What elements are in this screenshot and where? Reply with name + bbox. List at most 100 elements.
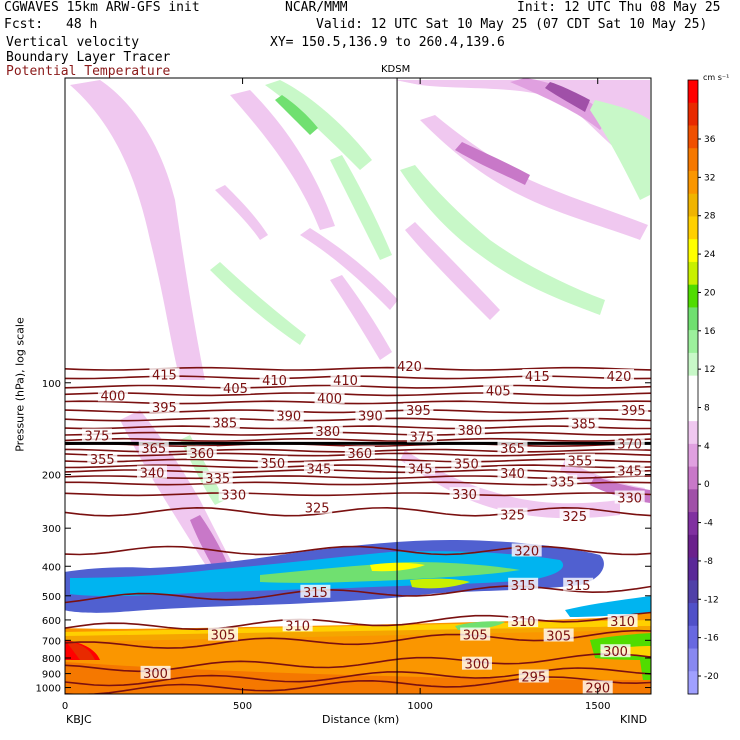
theta-label-bg: [81, 428, 112, 442]
theta-label-bg: [140, 665, 171, 679]
theta-label: 290: [585, 682, 610, 697]
y-tick-label: 600: [42, 616, 61, 627]
theta-label-bg: [508, 577, 539, 591]
theta-label: 330: [221, 489, 246, 504]
x-tick-label: 1000: [407, 701, 432, 712]
colorbar-swatch: [688, 80, 698, 104]
y-tick-label: 500: [42, 592, 61, 603]
theta-label: 400: [317, 392, 342, 407]
theta-label: 315: [303, 586, 328, 601]
theta-label-bg: [547, 474, 578, 488]
theta-contour-355: [65, 458, 651, 463]
theta-label-bg: [564, 453, 595, 467]
potential-temperature-labels: 415 410 410 420 415 420 400 405 400 405 395 390 390 3…: [81, 358, 649, 697]
init-time: Init: 12 UTC Thu 08 May 25: [517, 0, 721, 15]
colorbar-label: 20: [704, 288, 716, 298]
colorbar-swatch: [688, 102, 698, 126]
y-tick-label: 900: [42, 670, 61, 681]
y-axis-title: Pressure (hPa), log scale: [13, 317, 27, 452]
theta-label-bg: [614, 436, 645, 450]
y-tick-label: 300: [42, 524, 61, 535]
colorbar-unit: cm s⁻¹: [703, 73, 730, 82]
theta-contour-295: [65, 667, 651, 687]
theta-label: 405: [486, 384, 511, 399]
theta-label: 415: [525, 370, 550, 385]
model-name: CGWAVES 15km ARW-GFS init: [4, 0, 200, 15]
theta-label-bg: [149, 399, 180, 413]
theta-label: 350: [454, 457, 479, 472]
theta-contour-385: [65, 425, 651, 430]
colorbar-swatch: [688, 489, 698, 513]
theta-label-bg: [607, 614, 638, 628]
theta-label-bg: [403, 403, 434, 417]
theta-label-bg: [314, 390, 345, 404]
colorbar-swatch: [688, 466, 698, 490]
colorbar-swatch: [688, 671, 698, 695]
theta-label-bg: [344, 446, 375, 460]
colorbar-swatch: [688, 512, 698, 536]
theta-label-bg: [497, 441, 528, 455]
colorbar-label: 8: [704, 404, 710, 414]
theta-label: 395: [152, 401, 177, 416]
theta-label-bg: [449, 487, 480, 501]
theta-label: 360: [189, 447, 214, 462]
theta-label: 310: [285, 619, 310, 634]
theta-label: 410: [333, 374, 358, 389]
theta-label: 335: [205, 472, 230, 487]
theta-label-bg: [218, 487, 249, 501]
theta-label: 360: [347, 447, 372, 462]
y-tick-label: 700: [42, 636, 61, 647]
theta-contour-315: [65, 585, 651, 604]
colorbar-label: 32: [704, 173, 715, 183]
organization: NCAR/MMM: [285, 0, 348, 15]
theta-label-bg: [300, 584, 331, 598]
theta-contour-320: [65, 545, 651, 556]
theta-label: 345: [617, 464, 642, 479]
theta-label: 345: [408, 462, 433, 477]
colorbar-swatch: [688, 193, 698, 217]
colorbar-swatch: [688, 307, 698, 331]
theta-label-bg: [282, 618, 313, 632]
theta-label: 330: [617, 492, 642, 507]
colorbar-swatch: [688, 261, 698, 286]
theta-contour-380: [65, 431, 651, 436]
colorbar-label: -16: [704, 634, 719, 644]
colorbar-swatch: [688, 170, 698, 195]
x-tick-label: 500: [233, 701, 252, 712]
colorbar-swatch: [688, 557, 698, 581]
colorbar-swatch: [688, 352, 698, 377]
theta-label-bg: [508, 614, 539, 628]
plot-frame: [64, 77, 652, 695]
theta-label: 330: [452, 488, 477, 503]
colorbar-swatch: [688, 239, 698, 263]
colorbar-swatch: [688, 284, 698, 308]
colorbar-label: 0: [704, 480, 710, 490]
theta-label: 415: [152, 369, 177, 384]
theta-label: 310: [610, 615, 635, 630]
theta-label-bg: [355, 408, 386, 422]
theta-label-bg: [568, 416, 599, 430]
theta-label-bg: [186, 446, 217, 460]
theta-label: 325: [562, 510, 587, 525]
colorbar-label: 24: [704, 250, 716, 260]
theta-label-bg: [522, 368, 553, 382]
theta-label-bg: [614, 463, 645, 477]
theta-label: 325: [305, 502, 330, 517]
colorbar-swatch: [688, 125, 698, 149]
theta-label-bg: [149, 367, 180, 381]
colorbar-swatch: [688, 534, 698, 559]
y-axis-ticks: 100 200 300 400 500 600 700 800 900 1000: [36, 379, 651, 695]
colorbar-label: 36: [704, 135, 716, 145]
theta-label: 300: [465, 658, 490, 673]
theta-label-bg: [312, 424, 343, 438]
theta-label: 380: [315, 425, 340, 440]
theta-label-bg: [451, 456, 482, 470]
colorbar-swatch: [688, 330, 698, 354]
colorbar-swatch: [688, 443, 698, 468]
theta-label: 340: [500, 467, 525, 482]
theta-label: 385: [212, 416, 237, 431]
x-tick-label: 1500: [585, 701, 610, 712]
theta-label: 405: [223, 382, 248, 397]
x-axis-ticks: 0 500 1000 1500: [62, 78, 610, 712]
theta-label: 300: [143, 667, 168, 682]
